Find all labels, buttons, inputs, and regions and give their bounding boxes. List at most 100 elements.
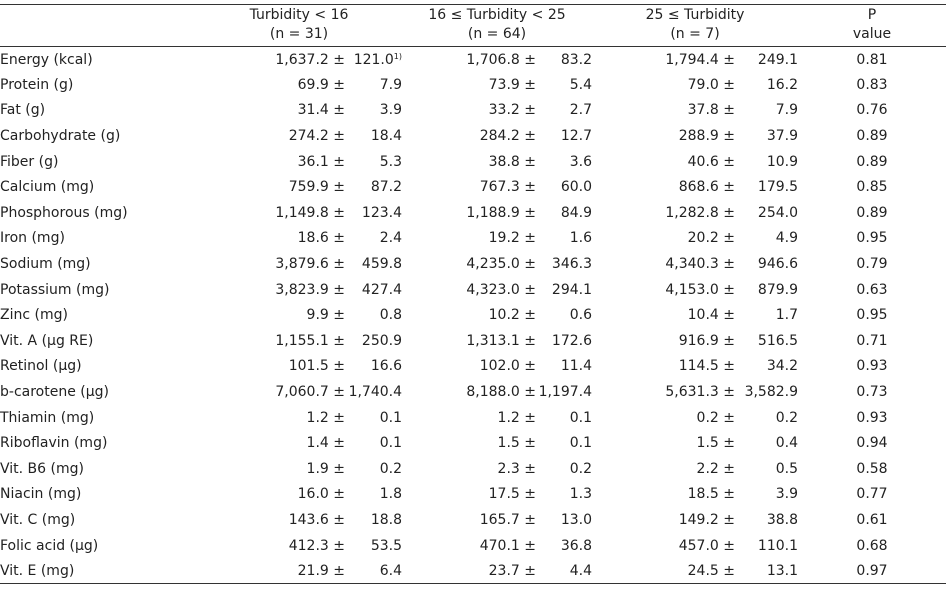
sd-value: 13.1 [766, 562, 798, 579]
table-row: Fiber (g) 36.1 ± 5.3 38.8 ± 3.6 40.6 ± 10.9 0.8… [0, 149, 946, 175]
group-3-mean: 20.2 ± [687, 230, 735, 247]
group-3-sd: 34.2 [735, 354, 798, 380]
group-2-title: 16 ≤ Turbidity < 25 [428, 7, 566, 23]
group-3-sd: 516.5 [735, 328, 798, 354]
group-1-mean: 16.0 ± [297, 486, 345, 503]
group-2-sd: 0.1 [536, 405, 592, 431]
table-body: Energy (kcal) 1,637.2 ±121.01) 1,706.8 ±83… [0, 47, 946, 584]
group-2-sd: 1,197.4 [536, 379, 592, 405]
table-row: Riboflavin (mg) 1.4 ± 0.1 1.5 ± 0.1 1.5 ± 0.4 0… [0, 430, 946, 456]
group-2-mean: 1.5 ± [497, 435, 536, 452]
group-3-count: (n = 7) [592, 25, 798, 47]
sd-value: 346.3 [551, 256, 592, 273]
group-1-sd: 121.01) [345, 47, 402, 73]
sd-value: 0.1 [379, 435, 402, 452]
group-1-sd: 18.8 [345, 507, 402, 533]
group-1-mean: 759.9 ± [288, 179, 345, 196]
nutrient-label: Zinc (mg) [0, 307, 68, 324]
sd-value: 879.9 [757, 281, 798, 298]
header-blank [0, 25, 196, 47]
group-2-mean: 33.2 ± [488, 102, 536, 119]
sd-value: 1.3 [569, 486, 592, 503]
sd-value: 18.8 [370, 511, 402, 528]
sd-value: 250.9 [361, 332, 402, 349]
p-value: 0.71 [856, 332, 888, 349]
group-1-mean: 3,879.6 ± [275, 256, 345, 273]
group-3-mean: 40.6 ± [687, 153, 735, 170]
group-2-sd: 83.2 [536, 47, 592, 73]
p-value-subtitle: value [798, 25, 946, 47]
sd-value: 249.1 [757, 51, 798, 68]
table-row: Phosphorous (mg) 1,149.8 ± 123.4 1,188.9 ± 8… [0, 200, 946, 226]
group-1-sd: 459.8 [345, 251, 402, 277]
sd-value: 4.9 [775, 230, 798, 247]
group-2-mean: 38.8 ± [488, 153, 536, 170]
nutrient-label: Iron (mg) [0, 230, 65, 247]
group-2-mean: 1,188.9 ± [466, 204, 536, 221]
group-2-sd: 294.1 [536, 277, 592, 303]
nutrient-label: Folic acid (μg) [0, 537, 99, 554]
sd-value: 3,582.9 [744, 384, 798, 401]
header-blank [0, 5, 196, 26]
group-2-sd: 0.2 [536, 456, 592, 482]
sd-value: 294.1 [551, 281, 592, 298]
group-3-sd: 879.9 [735, 277, 798, 303]
table-row: Retinol (μg) 101.5 ± 16.6 102.0 ± 11.4 114.5 … [0, 354, 946, 380]
group-2-mean: 8,188.0 ± [466, 384, 536, 401]
group-3-sd: 0.5 [735, 456, 798, 482]
sd-value: 427.4 [361, 281, 402, 298]
table-row: Fat (g) 31.4 ± 3.9 33.2 ± 2.7 37.8 ± 7.9 0.76 [0, 98, 946, 124]
group-1-mean: 18.6 ± [297, 230, 345, 247]
sd-value: 1.6 [569, 230, 592, 247]
group-2-mean: 767.3 ± [479, 179, 536, 196]
group-2-mean: 10.2 ± [488, 307, 536, 324]
group-1-mean: 1,155.1 ± [275, 332, 345, 349]
group-1-sd: 6.4 [345, 558, 402, 584]
sd-value: 3.6 [569, 153, 592, 170]
group-2-mean: 1.2 ± [497, 409, 536, 426]
sd-value: 0.4 [775, 435, 798, 452]
sd-value: 5.3 [379, 153, 402, 170]
group-3-sd: 1.7 [735, 302, 798, 328]
group-2-sd: 11.4 [536, 354, 592, 380]
p-value: 0.58 [856, 460, 888, 477]
sd-value: 6.4 [379, 562, 402, 579]
p-value: 0.77 [856, 486, 888, 503]
group-1-mean: 1,637.2 ± [275, 51, 345, 68]
p-value: 0.94 [856, 435, 888, 452]
sd-value: 84.9 [560, 204, 592, 221]
header-row-1: Turbidity < 16 16 ≤ Turbidity < 25 25 ≤ … [0, 5, 946, 26]
sd-value: 459.8 [361, 256, 402, 273]
group-1-mean: 31.4 ± [297, 102, 345, 119]
group-2-mean: 1,313.1 ± [466, 332, 536, 349]
header-row-2: (n = 31) (n = 64) (n = 7) value [0, 25, 946, 47]
group-1-sd: 0.1 [345, 405, 402, 431]
sd-value: 60.0 [560, 179, 592, 196]
group-2-sd: 0.6 [536, 302, 592, 328]
sd-value: 36.8 [560, 537, 592, 554]
group-3-sd: 946.6 [735, 251, 798, 277]
p-value: 0.83 [856, 76, 888, 93]
table-row: Energy (kcal) 1,637.2 ±121.01) 1,706.8 ±83… [0, 47, 946, 73]
sd-value: 12.7 [560, 128, 592, 145]
sd-value: 0.8 [379, 307, 402, 324]
group-2-sd: 36.8 [536, 533, 592, 559]
sd-value: 87.2 [370, 179, 402, 196]
p-value: 0.81 [856, 51, 888, 68]
group-2-mean: 4,235.0 ± [466, 256, 536, 273]
group-1-mean: 7,060.7 ± [275, 384, 345, 401]
sd-value: 16.2 [766, 76, 798, 93]
nutrient-label: Vit. A (μg RE) [0, 332, 94, 349]
nutrient-label: Vit. B6 (mg) [0, 460, 84, 477]
nutrient-label: Thiamin (mg) [0, 409, 95, 426]
nutrient-label: Vit. C (mg) [0, 511, 76, 528]
group-1-mean: 69.9 ± [297, 76, 345, 93]
p-value: 0.89 [856, 128, 888, 145]
p-value: 0.89 [856, 204, 888, 221]
group-3-mean: 916.9 ± [678, 332, 735, 349]
table-row: Protein (g) 69.9 ± 7.9 73.9 ± 5.4 79.0 ± 16.2 0… [0, 72, 946, 98]
p-value: 0.68 [856, 537, 888, 554]
sd-value: 110.1 [757, 537, 798, 554]
table-row: Vit. E (mg) 21.9 ± 6.4 23.7 ± 4.4 24.5 ± 13.1 0… [0, 558, 946, 584]
group-1-mean: 9.9 ± [306, 307, 345, 324]
